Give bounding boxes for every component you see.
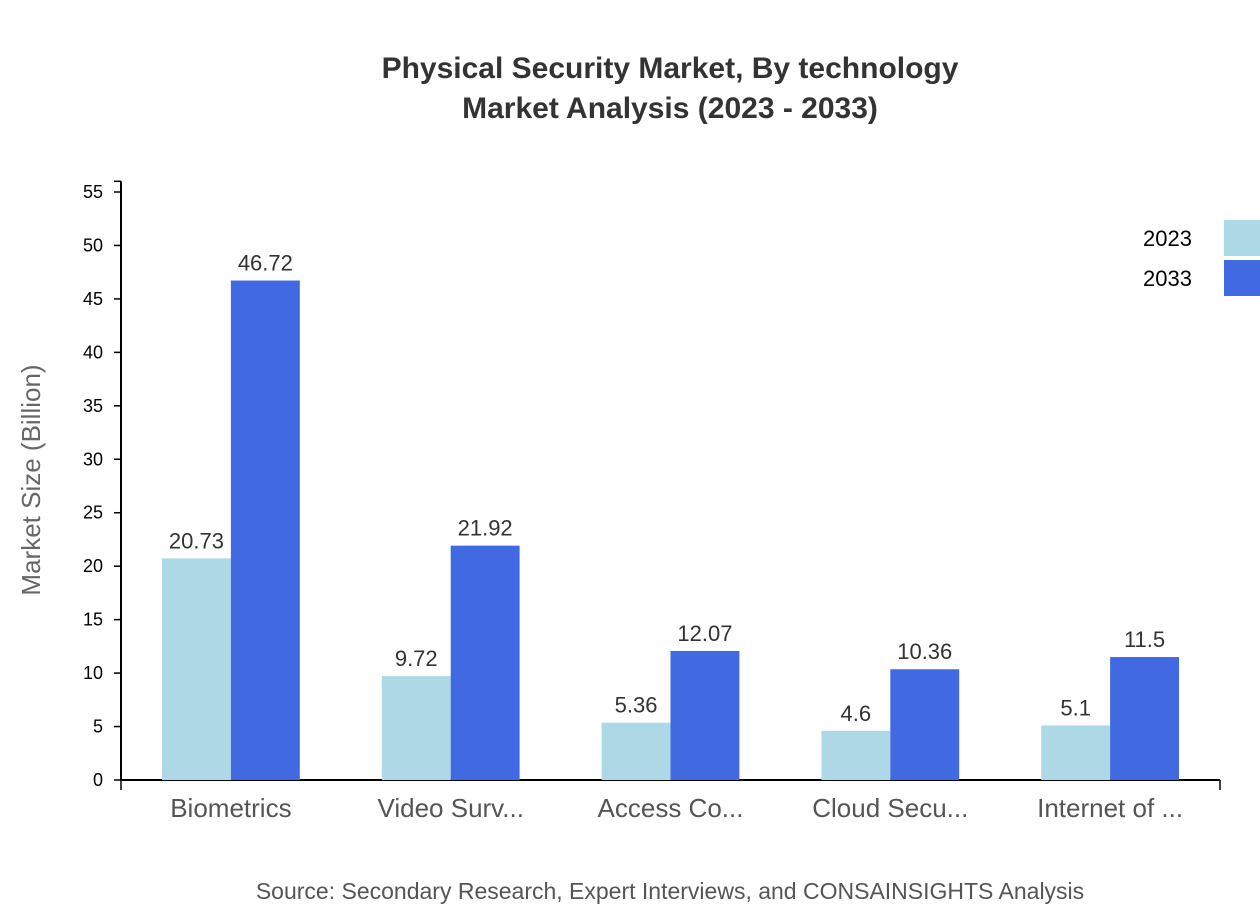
y-tick-label: 25 — [83, 503, 103, 523]
legend-swatch — [1224, 260, 1260, 296]
x-tick-label: Access Co... — [598, 793, 744, 823]
y-tick-label: 5 — [93, 717, 103, 737]
data-label: 5.36 — [615, 693, 658, 718]
bar-2023 — [601, 722, 671, 780]
bar-2023 — [1041, 725, 1111, 780]
bar-2033 — [670, 650, 740, 780]
legend-swatch — [1224, 220, 1260, 256]
x-tick-label: Video Surv... — [377, 793, 523, 823]
data-label: 10.36 — [897, 639, 952, 664]
y-axis-label: Market Size (Billion) — [16, 364, 46, 595]
chart-title: Physical Security Market, By technology — [381, 52, 959, 85]
y-tick-label: 35 — [83, 396, 103, 416]
y-tick-label: 10 — [83, 663, 103, 683]
data-label: 5.1 — [1060, 695, 1091, 720]
y-tick-label: 20 — [83, 556, 103, 576]
y-tick-label: 30 — [83, 449, 103, 469]
chart-subtitle: Market Analysis (2023 - 2033) — [462, 92, 878, 125]
y-tick-label: 50 — [83, 235, 103, 255]
bar-2023 — [162, 558, 231, 780]
data-label: 12.07 — [677, 621, 732, 646]
bar-2033 — [230, 280, 300, 780]
x-tick-label: Biometrics — [170, 793, 291, 823]
bar-2033 — [450, 545, 520, 780]
data-label: 46.72 — [238, 251, 293, 276]
y-tick-label: 0 — [93, 770, 103, 790]
bar-2033 — [1110, 657, 1179, 780]
data-label: 4.6 — [841, 701, 872, 726]
legend-label: 2023 — [1143, 226, 1192, 251]
x-tick-label: Cloud Secu... — [812, 793, 968, 823]
bar-2023 — [821, 730, 891, 780]
y-tick-label: 55 — [83, 182, 103, 202]
legend-label: 2033 — [1143, 266, 1192, 291]
data-label: 9.72 — [395, 646, 438, 671]
y-tick-label: 45 — [83, 289, 103, 309]
data-label: 11.5 — [1124, 627, 1165, 652]
data-label: 20.73 — [169, 528, 224, 553]
x-tick-label: Internet of ... — [1037, 793, 1183, 823]
data-label: 21.92 — [458, 516, 513, 541]
y-tick-label: 40 — [83, 342, 103, 362]
source-note: Source: Secondary Research, Expert Inter… — [255, 878, 1085, 904]
bar-2023 — [381, 676, 451, 780]
y-tick-label: 15 — [83, 610, 103, 630]
bar-2033 — [890, 669, 960, 780]
